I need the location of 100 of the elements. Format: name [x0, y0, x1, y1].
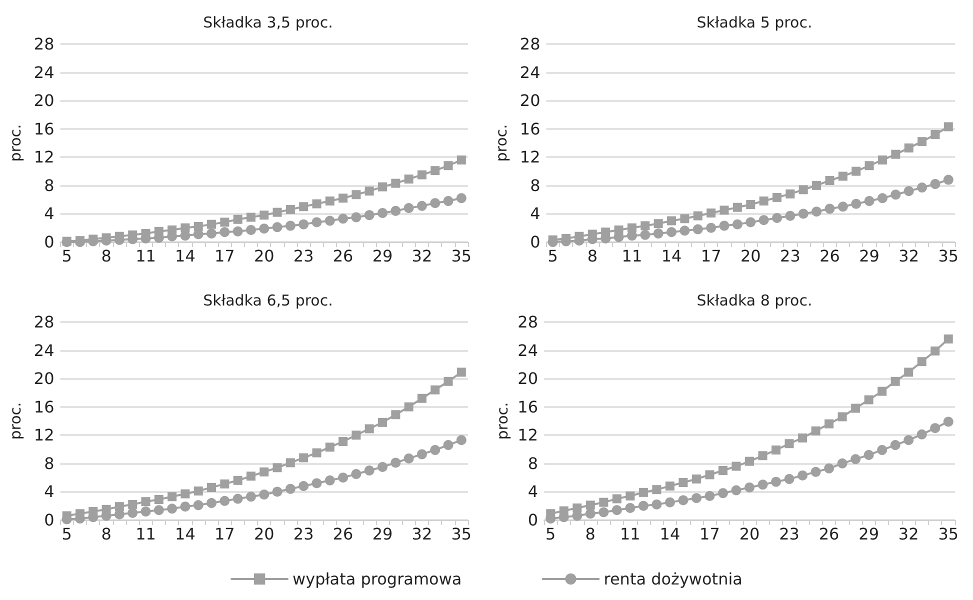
point — [338, 214, 348, 224]
point — [798, 470, 808, 480]
y-axis-title: proc. — [492, 124, 510, 162]
x-tick-label: 17 — [700, 524, 720, 544]
point — [891, 150, 900, 159]
point — [837, 458, 848, 468]
point — [364, 424, 374, 434]
point — [456, 155, 466, 164]
point — [904, 143, 914, 152]
point — [430, 444, 440, 455]
point — [838, 172, 848, 181]
point — [351, 469, 362, 480]
point — [586, 500, 595, 510]
point — [404, 402, 414, 412]
point — [758, 215, 769, 226]
point — [838, 202, 848, 212]
point — [626, 230, 637, 241]
y-tick-label: 24 — [34, 62, 54, 82]
y-tick-label: 8 — [530, 176, 540, 195]
x-tick-label: 17 — [214, 246, 235, 266]
point — [391, 410, 400, 420]
x-tick-label: 32 — [412, 524, 432, 544]
point — [654, 219, 663, 228]
point — [233, 476, 242, 485]
point — [141, 497, 150, 506]
x-tick-label: 23 — [779, 524, 800, 544]
point — [259, 224, 270, 234]
x-tick-label: 32 — [898, 524, 919, 544]
point — [352, 190, 361, 200]
point — [351, 212, 362, 222]
x-tick-label: 23 — [780, 246, 800, 266]
point — [838, 412, 847, 422]
y-tick-label: 28 — [34, 312, 54, 332]
point — [784, 474, 794, 484]
x-tick-label: 20 — [254, 246, 274, 266]
point — [154, 505, 164, 516]
point — [404, 203, 414, 214]
point — [758, 480, 768, 490]
point — [456, 435, 466, 446]
point — [207, 220, 216, 229]
y-tick-label: 20 — [520, 91, 540, 110]
x-tick-label: 35 — [451, 524, 472, 544]
point — [890, 190, 901, 200]
point — [798, 208, 808, 219]
point — [259, 490, 270, 500]
x-tick-label: 5 — [546, 524, 556, 544]
point — [652, 499, 662, 510]
y-tick-label: 28 — [520, 34, 540, 54]
x-tick-label: 11 — [136, 524, 156, 544]
point — [312, 199, 322, 208]
y-tick-label: 16 — [34, 397, 54, 416]
x-tick-label: 5 — [62, 524, 72, 544]
point — [625, 502, 636, 513]
point — [233, 214, 242, 224]
point — [784, 439, 794, 448]
point — [364, 210, 374, 220]
point — [811, 426, 820, 436]
point — [352, 430, 361, 440]
point — [220, 227, 230, 238]
point — [652, 485, 662, 494]
point — [220, 496, 230, 506]
y-tick-label: 12 — [34, 426, 54, 445]
x-tick-label: 11 — [620, 524, 640, 544]
point — [391, 178, 400, 188]
x-tick-label: 17 — [214, 524, 235, 544]
point — [916, 429, 927, 440]
x-tick-label: 26 — [818, 524, 840, 544]
point — [664, 497, 675, 508]
x-tick-label: 11 — [622, 246, 642, 266]
point — [718, 488, 728, 498]
x-tick-label: 26 — [820, 246, 840, 266]
point — [759, 196, 768, 206]
point — [206, 498, 217, 508]
y-axis-title: proc. — [494, 402, 512, 440]
x-tick-label: 20 — [740, 246, 761, 266]
point — [771, 476, 782, 487]
point — [864, 450, 874, 460]
point — [852, 166, 861, 176]
point — [390, 206, 401, 216]
point — [720, 206, 729, 215]
point — [864, 395, 874, 404]
point — [430, 385, 440, 394]
point — [272, 222, 282, 232]
point — [378, 182, 388, 192]
point — [786, 189, 795, 198]
x-tick-label: 8 — [587, 246, 598, 266]
point — [812, 180, 822, 190]
point — [404, 453, 414, 464]
x-tick-label: 14 — [661, 246, 682, 266]
point — [232, 226, 243, 236]
point — [285, 484, 296, 494]
point — [918, 137, 927, 146]
x-tick-label: 26 — [332, 246, 354, 266]
point — [731, 485, 742, 496]
point — [456, 368, 466, 377]
point — [325, 442, 334, 452]
point — [812, 206, 822, 217]
point — [417, 170, 426, 180]
point — [598, 507, 609, 518]
x-tick-label: 29 — [859, 246, 880, 266]
